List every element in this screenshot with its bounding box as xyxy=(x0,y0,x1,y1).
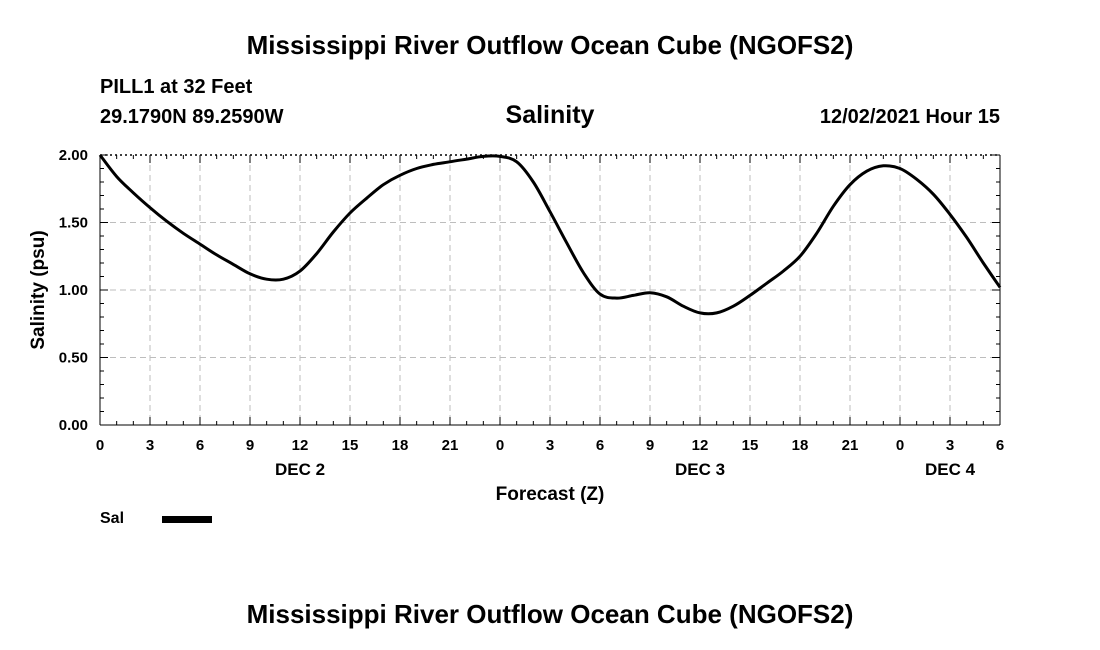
axis-labels: 0 3 6 9 12 15 18 21 0 3 6 9 12 15 18 21 0 3 6 0.00 0.50 1.00 1… xyxy=(28,147,1004,505)
x-tick-label: 0 xyxy=(496,437,504,454)
y-axis-title: Salinity (psu) xyxy=(28,230,49,349)
main-title: Mississippi River Outflow Ocean Cube (NG… xyxy=(246,30,854,60)
grid-lines xyxy=(100,155,1000,425)
x-tick-label: 0 xyxy=(96,437,104,454)
legend-swatch xyxy=(162,516,212,523)
legend-label: Sal xyxy=(100,510,125,527)
y-tick-label: 1.00 xyxy=(59,282,88,299)
series-group xyxy=(98,154,1002,316)
station-label: PILL1 at 32 Feet xyxy=(100,76,253,98)
x-tick-label: 12 xyxy=(292,437,309,454)
x-tick-label: 3 xyxy=(946,437,954,454)
x-tick-label: 9 xyxy=(646,437,654,454)
y-tick-label: 0.00 xyxy=(59,417,88,434)
date-label: DEC 4 xyxy=(925,460,976,479)
x-tick-label: 18 xyxy=(792,437,809,454)
date-label: DEC 3 xyxy=(675,460,725,479)
series-line-sal xyxy=(98,154,1002,316)
x-tick-label: 21 xyxy=(842,437,859,454)
x-tick-label: 6 xyxy=(196,437,204,454)
x-tick-label: 6 xyxy=(996,437,1004,454)
y-tick-label: 1.50 xyxy=(59,215,88,232)
x-tick-label: 3 xyxy=(146,437,154,454)
y-tick-label: 0.50 xyxy=(59,350,88,367)
x-tick-label: 9 xyxy=(246,437,254,454)
x-tick-label: 15 xyxy=(342,437,359,454)
coordinates-label: 29.1790N 89.2590W xyxy=(100,106,284,128)
footer-title: Mississippi River Outflow Ocean Cube (NG… xyxy=(246,599,854,629)
x-tick-label: 0 xyxy=(896,437,904,454)
x-tick-label: 21 xyxy=(442,437,459,454)
date-label: DEC 2 xyxy=(275,460,325,479)
x-tick-label: 6 xyxy=(596,437,604,454)
datetime-label: 12/02/2021 Hour 15 xyxy=(819,106,1000,128)
axes xyxy=(99,154,1001,426)
x-axis-title: Forecast (Z) xyxy=(496,484,605,505)
x-tick-label: 3 xyxy=(546,437,554,454)
y-tick-label: 2.00 xyxy=(59,147,88,164)
x-tick-label: 15 xyxy=(742,437,759,454)
chart-title: Salinity xyxy=(505,101,595,129)
x-tick-label: 18 xyxy=(392,437,409,454)
x-tick-label: 12 xyxy=(692,437,709,454)
